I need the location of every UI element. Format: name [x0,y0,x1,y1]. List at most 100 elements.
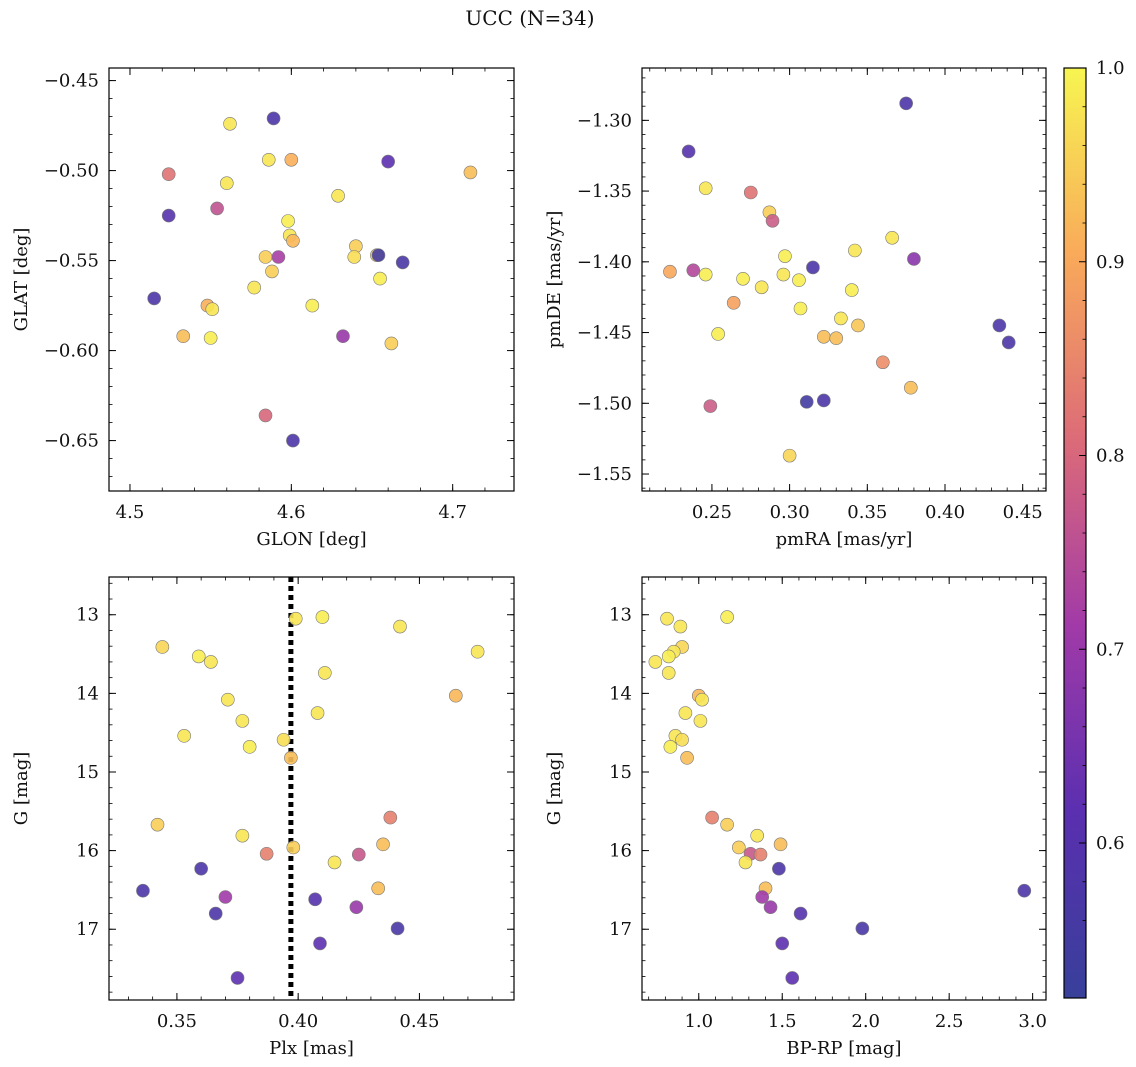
scatter-point [327,855,342,870]
scatter-point [806,260,820,275]
scatter-point [1001,335,1016,350]
scatter-point [765,213,780,228]
scatter-point [792,273,806,288]
scatter-point [753,847,768,862]
scatter-point [373,271,387,286]
scatter-point [155,640,170,654]
y-tick-label: 16 [609,841,632,862]
scatter-point [693,714,708,728]
scatter-point [336,329,350,344]
scatter-point [703,399,718,413]
scatter-point [390,921,405,936]
scatter-point [648,655,663,669]
x-axis-label: Plx [mas] [269,1038,354,1059]
scatter-point [680,751,694,765]
x-axis-label: pmRA [mas/yr] [776,529,913,550]
x-tick-label: 0.45 [1003,502,1043,523]
scatter-point [904,380,918,395]
y-tick-label: −1.45 [577,323,632,344]
scatter-point [191,649,206,664]
scatter-point [736,271,750,286]
x-tick-label: 2.0 [851,1011,880,1032]
scatter-point [793,906,808,921]
scatter-point [660,611,674,626]
scatter-point [772,861,786,876]
axes-frame [108,576,515,1001]
scatter-point [281,214,295,228]
panel-plx-g: 0.35 0.40 0.45 13 14 15 16 17 Plx [mas] G [mag] [11,576,515,1059]
scatter-point [286,234,300,248]
scatter-point [675,732,689,747]
scatter-point [261,153,276,167]
scatter-point [230,971,245,985]
y-axis-label: pmDE [mas/yr] [544,211,565,349]
scatter-point [782,448,797,463]
scatter-point [720,610,734,624]
colorbar-tick-label: 0.6 [1096,833,1125,854]
scatter-point [855,921,870,936]
scatter-point [161,167,176,181]
axes-frame [641,67,1047,492]
scatter-point [876,355,890,370]
colorbar-tick-label: 0.9 [1096,252,1125,273]
y-tick-label: 15 [609,762,632,783]
colorbar-tick-label: 1.0 [1096,58,1125,79]
y-tick-label: −0.65 [44,431,99,452]
x-axis-label: BP-RP [mag] [786,1038,901,1059]
scatter-point [738,855,753,870]
x-tick-label: 0.40 [925,502,965,523]
scatter-point [851,318,865,333]
scatter-point [663,740,678,754]
scatter-point [266,111,281,126]
scatter-point [259,846,274,861]
scatter-point [848,243,862,258]
scatter-point [177,729,191,743]
scatter-point [349,900,364,915]
y-tick-label: −0.55 [44,251,99,272]
y-tick-label: 13 [609,605,632,626]
scatter-point [210,201,224,216]
scatter-point [463,165,478,180]
panel-pmra-pmde: 0.25 0.30 0.35 0.40 0.45 −1.30 −1.35 −1.40 −1.45… [544,67,1047,550]
y-tick-label: 17 [76,919,99,940]
scatter-point [381,154,395,169]
y-axis-label: GLAT [deg] [11,228,32,332]
y-tick-label: −1.50 [577,393,632,414]
scatter-point [844,283,859,297]
figure-title: UCC (N=34) [465,6,595,30]
y-tick-label: −1.30 [577,110,632,131]
scatter-point [754,280,769,295]
scatter-point [208,906,223,921]
scatter-point [799,395,814,409]
scatter-point [992,318,1007,333]
scatter-point [698,267,713,282]
scatter-point [776,267,791,282]
scatter-point [1017,883,1032,898]
scatter-point [663,264,677,279]
scatter-point [661,666,676,680]
y-axis-label: G [mag] [11,752,32,825]
scatter-point [150,817,165,832]
scatter-point [778,249,792,263]
y-tick-label: 14 [76,683,99,704]
x-tick-label: 1.5 [768,1011,797,1032]
scatter-point [258,250,273,264]
scatter-point [448,688,463,703]
x-tick-label: 0.30 [770,502,810,523]
scatter-point [223,117,237,131]
scatter-point [136,883,150,898]
scatter-point [711,327,725,341]
scatter-point [313,936,327,951]
scatter-point [347,250,362,264]
scatter-point [204,655,218,669]
scatter-point [203,331,218,345]
scatter-point [686,263,701,278]
scatter-point [331,189,345,203]
scatter-point [247,280,262,295]
scatter-point [816,329,831,344]
axes-frame [108,67,515,492]
x-tick-label: 0.35 [847,502,887,523]
scatter-point [695,692,709,707]
scatter-point [310,706,325,720]
scatter-point [376,837,390,852]
